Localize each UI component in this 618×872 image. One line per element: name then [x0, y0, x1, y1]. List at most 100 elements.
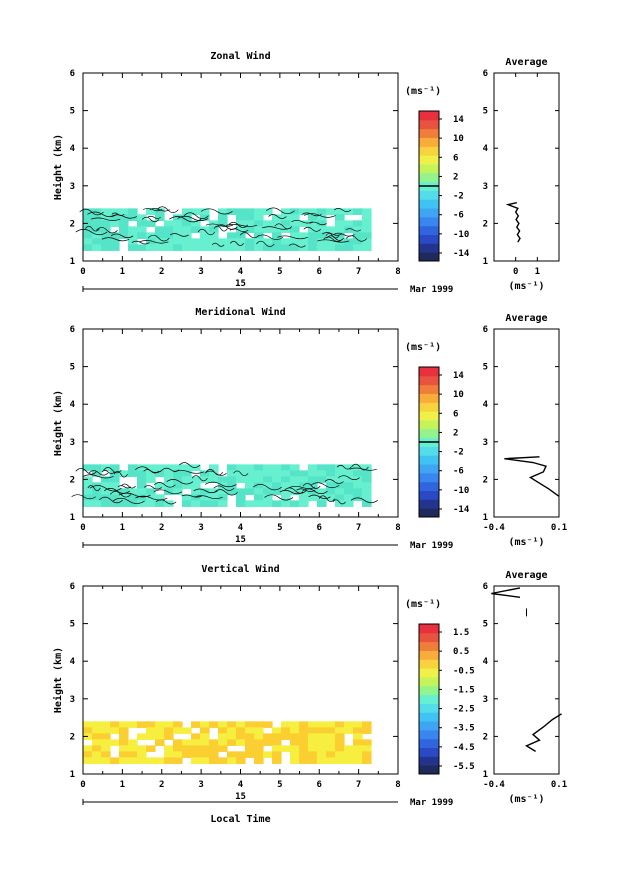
heatmap-cell	[245, 721, 255, 728]
heatmap-cell	[164, 238, 174, 245]
profile-x-axis-label: (ms⁻¹)	[508, 794, 544, 805]
heatmap-cell	[281, 244, 291, 251]
heatmap-cell	[92, 232, 102, 239]
date-day: 15	[235, 792, 246, 802]
heatmap-cell	[317, 721, 327, 728]
heatmap-cell	[209, 488, 219, 495]
heatmap-cell	[236, 244, 246, 251]
x-tick-label: 0	[80, 267, 85, 277]
profile-x-tick-label: 0.1	[551, 523, 567, 533]
heatmap-cell	[290, 220, 300, 227]
heatmap-cell	[182, 238, 192, 245]
heatmap-cell	[137, 214, 147, 221]
profile-line	[505, 202, 521, 243]
heatmap-cell	[191, 488, 201, 495]
x-tick-label: 1	[120, 267, 125, 277]
contour-line	[71, 494, 96, 500]
heatmap-cell	[119, 500, 129, 507]
heatmap-cell	[164, 733, 174, 740]
contour-line	[110, 214, 137, 219]
heatmap-cell	[92, 464, 102, 471]
heatmap-cell	[101, 482, 111, 489]
contour-line	[101, 470, 115, 474]
heatmap-cell	[236, 238, 246, 245]
colorbar-swatch	[419, 641, 439, 651]
contour-line	[302, 488, 328, 495]
heatmap-cell	[290, 751, 300, 758]
heatmap-cell	[173, 721, 183, 728]
contour-line	[197, 228, 216, 236]
heatmap-cell	[245, 488, 255, 495]
profile-y-tick-label: 2	[483, 732, 488, 742]
heatmap-cell	[200, 470, 210, 477]
heatmap-cell	[353, 238, 363, 245]
heatmap-cell	[344, 751, 354, 758]
heatmap-cell	[317, 739, 327, 746]
x-tick-label: 5	[277, 523, 282, 533]
colorbar-swatch	[419, 234, 439, 244]
heatmap-cell	[119, 727, 129, 734]
heatmap-cell	[200, 238, 210, 245]
contour-line	[264, 494, 294, 501]
heatmap-cell	[191, 721, 201, 728]
heatmap-cell	[272, 476, 282, 483]
contour-line	[225, 223, 257, 227]
contour-line	[214, 489, 238, 496]
heatmap-cell	[92, 244, 102, 251]
heatmap-cell	[362, 488, 372, 495]
heatmap-cell	[236, 464, 246, 471]
heatmap-cell	[110, 494, 120, 501]
profile-x-tick-label: 0.1	[551, 780, 567, 790]
contour-line	[213, 225, 228, 232]
heatmap-cell	[173, 214, 183, 221]
heatmap-cell	[209, 751, 219, 758]
heatmap-cell	[272, 214, 282, 221]
heatmap-cell	[209, 745, 219, 752]
heatmap-cell	[245, 464, 255, 471]
heatmap-cell	[290, 232, 300, 239]
heatmap-cell	[245, 214, 255, 221]
heatmap-cell	[101, 238, 111, 245]
colorbar-label: -2	[453, 448, 464, 458]
contour-line	[204, 481, 237, 488]
heatmap-cell	[335, 244, 345, 251]
heatmap-cell	[164, 226, 174, 233]
heatmap-cell	[218, 500, 228, 507]
heatmap-cell	[191, 751, 201, 758]
heatmap-cell	[173, 232, 183, 239]
heatmap-cell	[263, 470, 273, 477]
colorbar-swatch	[419, 446, 439, 456]
heatmap-cell	[362, 232, 372, 239]
colorbar-swatch	[419, 155, 439, 165]
heatmap-cell	[245, 476, 255, 483]
contour-line	[351, 463, 369, 471]
heatmap-cell	[353, 739, 363, 746]
heatmap-cell	[362, 482, 372, 489]
heatmap-cell	[299, 745, 309, 752]
heatmap-cell	[191, 494, 201, 501]
y-tick-label: 2	[70, 475, 75, 485]
heatmap-cell	[344, 500, 354, 507]
heatmap-cell	[344, 244, 354, 251]
profile-x-tick-label: 0	[513, 267, 518, 277]
heatmap-cell	[110, 721, 120, 728]
heatmap-cell	[326, 721, 336, 728]
heatmap-cell	[281, 238, 291, 245]
heatmap-cell	[272, 745, 282, 752]
heatmap-cell	[182, 739, 192, 746]
heatmap-cell	[299, 727, 309, 734]
heatmap-cell	[155, 494, 165, 501]
x-tick-label: 3	[198, 267, 203, 277]
heatmap-cell	[272, 464, 282, 471]
heatmap-cell	[272, 482, 282, 489]
heatmap-cell	[83, 232, 93, 239]
heatmap-cell	[83, 482, 93, 489]
y-tick-label: 2	[70, 732, 75, 742]
colorbar-swatch	[419, 508, 439, 518]
heatmap-cell	[317, 500, 327, 507]
heatmap-cell	[146, 745, 156, 752]
heatmap-cell	[137, 244, 147, 251]
heatmap-cell	[92, 208, 102, 215]
heatmap-cell	[137, 464, 147, 471]
heatmap-cell	[146, 470, 156, 477]
